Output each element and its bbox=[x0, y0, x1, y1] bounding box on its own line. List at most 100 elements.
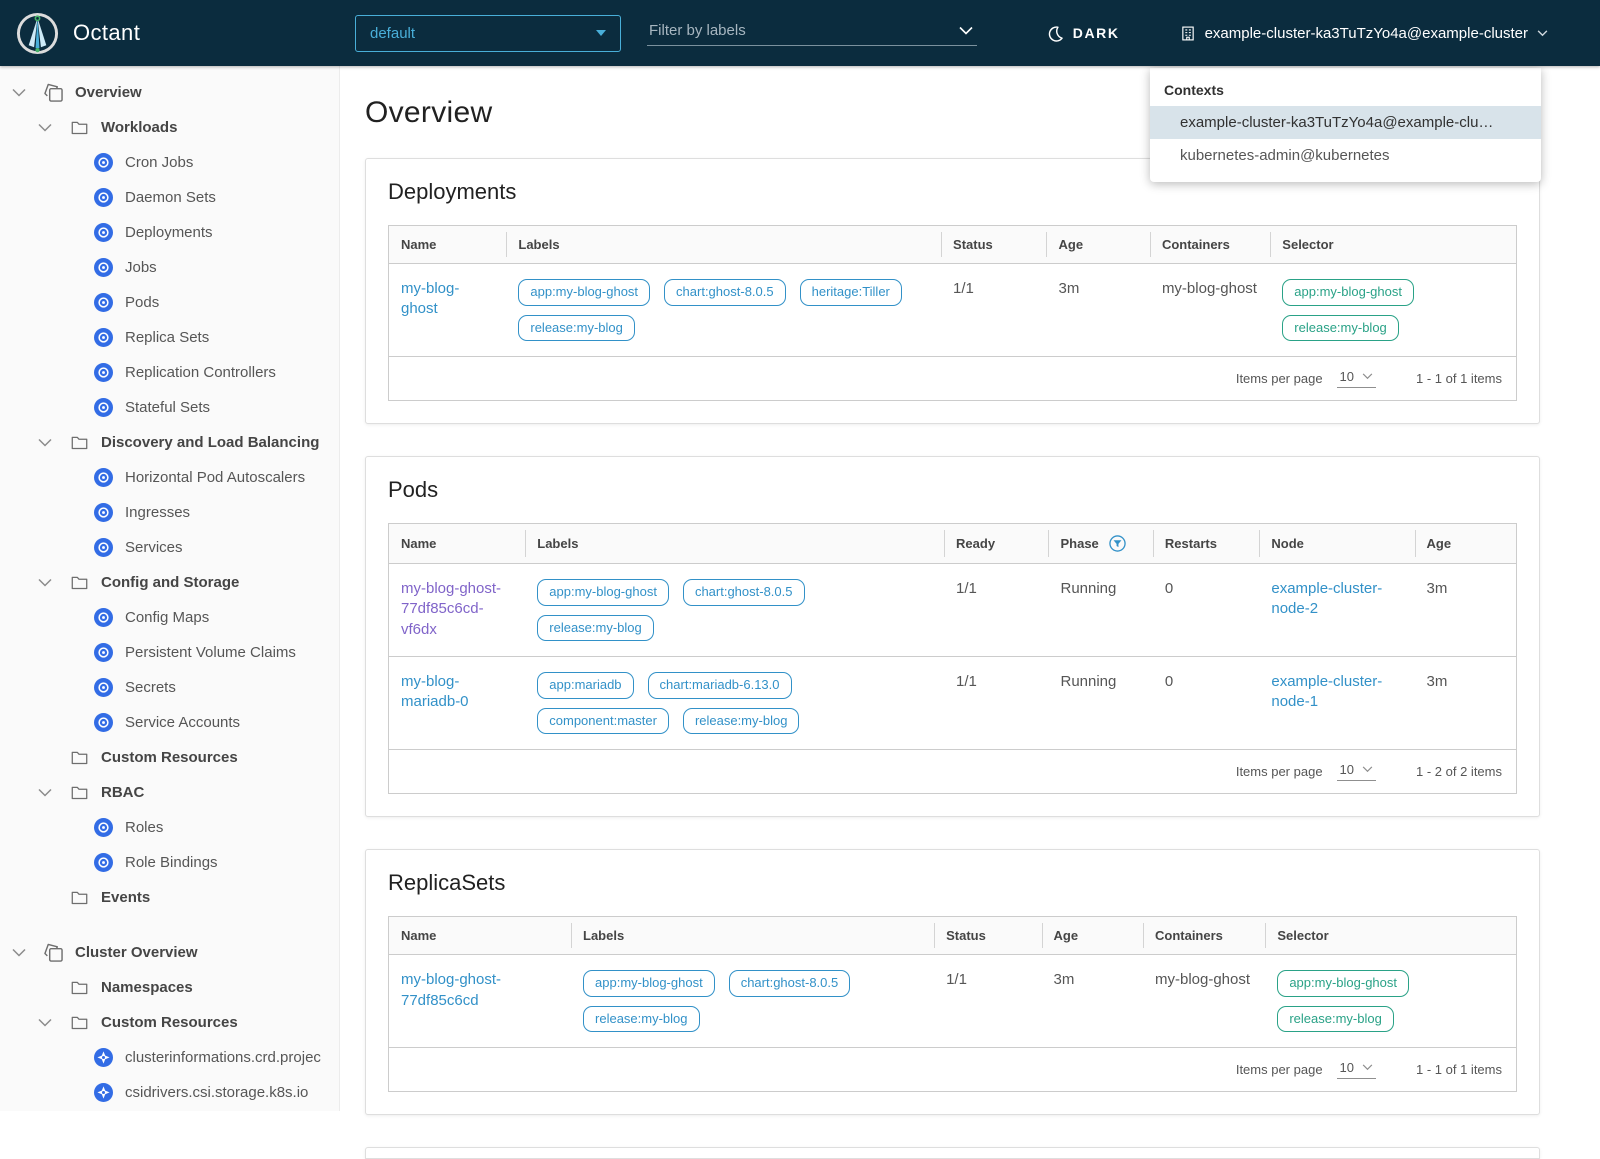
page-size-value: 10 bbox=[1339, 369, 1355, 385]
chevron-down-icon[interactable] bbox=[959, 26, 977, 35]
label-chip[interactable]: chart:ghost-8.0.5 bbox=[728, 970, 851, 997]
sidebar-item-clusterinformations-crd-projec[interactable]: clusterinformations.crd.projec bbox=[0, 1040, 339, 1075]
label-chip[interactable]: app:my-blog-ghost bbox=[518, 279, 651, 306]
sidebar-item-replica-sets[interactable]: Replica Sets bbox=[0, 320, 339, 355]
column-header-name[interactable]: Name bbox=[389, 917, 571, 954]
sidebar-item-role-bindings[interactable]: Role Bindings bbox=[0, 845, 339, 880]
selector-chip[interactable]: release:my-blog bbox=[1282, 314, 1399, 342]
sidebar-item-replication-controllers[interactable]: Replication Controllers bbox=[0, 355, 339, 390]
label-chip[interactable]: release:my-blog bbox=[682, 707, 800, 735]
caret-down-icon bbox=[596, 30, 606, 36]
column-header-name[interactable]: Name bbox=[389, 524, 525, 563]
label-chip[interactable]: app:mariadb bbox=[537, 672, 634, 699]
sidebar-item-jobs[interactable]: Jobs bbox=[0, 250, 339, 285]
column-header-selector[interactable]: Selector bbox=[1265, 917, 1516, 954]
column-header-age[interactable]: Age bbox=[1041, 917, 1143, 954]
sidebar-item-cron-jobs[interactable]: Cron Jobs bbox=[0, 145, 339, 180]
chevron-down-icon[interactable] bbox=[38, 123, 53, 132]
chevron-down-icon[interactable] bbox=[38, 438, 53, 447]
sidebar-item-service-accounts[interactable]: Service Accounts bbox=[0, 705, 339, 740]
context-selector-button[interactable]: example-cluster-ka3TuTzYo4a@example-clus… bbox=[1180, 25, 1548, 42]
label-chip[interactable]: release:my-blog bbox=[583, 1005, 700, 1033]
filter-icon[interactable] bbox=[1109, 535, 1126, 552]
sidebar-item-services[interactable]: Services bbox=[0, 530, 339, 565]
column-header-status[interactable]: Status bbox=[934, 917, 1041, 954]
sidebar-item-discovery-and-load-balancing[interactable]: Discovery and Load Balancing bbox=[0, 425, 339, 460]
label-chip[interactable]: app:my-blog-ghost bbox=[537, 579, 669, 606]
column-header-restarts[interactable]: Restarts bbox=[1152, 524, 1259, 563]
sidebar-item-events[interactable]: Events bbox=[0, 880, 339, 915]
label-chip[interactable]: component:master bbox=[537, 707, 669, 735]
table-row: my-blog-ghost-77df85c6cd app:my-blog-ghos… bbox=[389, 955, 1516, 1049]
label-filter-input[interactable] bbox=[647, 20, 959, 40]
resource-link[interactable]: my-blog-ghost-77df85c6cd-vf6dx bbox=[401, 580, 502, 638]
column-header-age[interactable]: Age bbox=[1414, 524, 1516, 563]
context-option-example-cluster-ka3tutzyo4a-example-clu[interactable]: example-cluster-ka3TuTzYo4a@example-clu… bbox=[1150, 106, 1541, 139]
theme-toggle-button[interactable]: DARK bbox=[1047, 25, 1120, 42]
column-header-containers[interactable]: Containers bbox=[1142, 917, 1265, 954]
column-header-labels[interactable]: Labels bbox=[506, 226, 941, 263]
column-header-containers[interactable]: Containers bbox=[1149, 226, 1270, 263]
resource-link[interactable]: example-cluster-node-2 bbox=[1271, 580, 1383, 618]
sidebar-item-config-and-storage[interactable]: Config and Storage bbox=[0, 565, 339, 600]
column-header-phase[interactable]: Phase bbox=[1048, 524, 1152, 563]
sidebar-item-horizontal-pod-autoscalers[interactable]: Horizontal Pod Autoscalers bbox=[0, 460, 339, 495]
sidebar-item-custom-resources[interactable]: Custom Resources bbox=[0, 740, 339, 775]
chevron-down-icon[interactable] bbox=[38, 578, 53, 587]
label-chip[interactable]: chart:ghost-8.0.5 bbox=[664, 279, 786, 306]
column-header-status[interactable]: Status bbox=[941, 226, 1046, 263]
column-header-ready[interactable]: Ready bbox=[944, 524, 1048, 563]
pods-icon bbox=[94, 293, 113, 312]
chevron-down-icon[interactable] bbox=[12, 88, 27, 97]
chevron-down-icon[interactable] bbox=[12, 948, 27, 957]
sidebar-item-workloads[interactable]: Workloads bbox=[0, 110, 339, 145]
resource-link[interactable]: my-blog-ghost-77df85c6cd bbox=[401, 971, 502, 1009]
label-chip[interactable]: heritage:Tiller bbox=[799, 279, 902, 306]
resource-link[interactable]: example-cluster-node-1 bbox=[1271, 673, 1383, 711]
chevron-down-icon[interactable] bbox=[38, 788, 53, 797]
sidebar-item-pods[interactable]: Pods bbox=[0, 285, 339, 320]
column-header-name[interactable]: Name bbox=[389, 226, 506, 263]
label-chip[interactable]: app:my-blog-ghost bbox=[583, 970, 715, 997]
column-header-selector[interactable]: Selector bbox=[1270, 226, 1516, 263]
context-option-kubernetes-admin-kubernetes[interactable]: kubernetes-admin@kubernetes bbox=[1180, 147, 1390, 164]
sidebar-item-config-maps[interactable]: Config Maps bbox=[0, 600, 339, 635]
sidebar-item-ingresses[interactable]: Ingresses bbox=[0, 495, 339, 530]
namespace-select[interactable]: default bbox=[355, 14, 621, 52]
label-chip[interactable]: release:my-blog bbox=[518, 314, 635, 342]
sidebar-item-rbac[interactable]: RBAC bbox=[0, 775, 339, 810]
sidebar-item-label: Stateful Sets bbox=[125, 399, 211, 416]
selector-chip[interactable]: release:my-blog bbox=[1277, 1005, 1394, 1033]
label-chip[interactable]: release:my-blog bbox=[537, 614, 654, 642]
column-header-age[interactable]: Age bbox=[1046, 226, 1149, 263]
selector-chip[interactable]: app:my-blog-ghost bbox=[1282, 279, 1414, 306]
column-header-label: Containers bbox=[1154, 928, 1223, 944]
sidebar-item-roles[interactable]: Roles bbox=[0, 810, 339, 845]
sidebar-item-csidrivers-csi-storage-k8s-io[interactable]: csidrivers.csi.storage.k8s.io bbox=[0, 1075, 339, 1110]
label-chip[interactable]: chart:mariadb-6.13.0 bbox=[647, 672, 792, 699]
column-header-labels[interactable]: Labels bbox=[571, 917, 934, 954]
table-deployments: Name Labels Status Age Containers Selector my-… bbox=[388, 225, 1517, 402]
column-header-labels[interactable]: Labels bbox=[525, 524, 944, 563]
selector-chip[interactable]: app:my-blog-ghost bbox=[1277, 970, 1409, 997]
sidebar-item-secrets[interactable]: Secrets bbox=[0, 670, 339, 705]
sidebar-item-overview[interactable]: Overview bbox=[0, 75, 339, 110]
resource-link[interactable]: my-blog-mariadb-0 bbox=[401, 673, 469, 711]
sidebar-item-daemon-sets[interactable]: Daemon Sets bbox=[0, 180, 339, 215]
sidebar-item-namespaces[interactable]: Namespaces bbox=[0, 970, 339, 1005]
table-cell: my-blog-mariadb-0 bbox=[389, 657, 525, 749]
sidebar-item-persistent-volume-claims[interactable]: Persistent Volume Claims bbox=[0, 635, 339, 670]
sidebar-item-label: Custom Resources bbox=[101, 1014, 238, 1031]
page-size-select[interactable]: 10 bbox=[1336, 1060, 1377, 1080]
page-size-select[interactable]: 10 bbox=[1336, 762, 1377, 782]
chevron-down-icon[interactable] bbox=[38, 1018, 53, 1027]
sidebar-item-cluster-overview[interactable]: Cluster Overview bbox=[0, 935, 339, 970]
page-size-select[interactable]: 10 bbox=[1336, 369, 1377, 389]
resource-link[interactable]: my-blog-ghost bbox=[401, 280, 460, 318]
label-chip[interactable]: chart:ghost-8.0.5 bbox=[682, 579, 805, 606]
sidebar-item-custom-resources[interactable]: Custom Resources bbox=[0, 1005, 339, 1040]
sidebar-item-stateful-sets[interactable]: Stateful Sets bbox=[0, 390, 339, 425]
column-header-node[interactable]: Node bbox=[1259, 524, 1414, 563]
sidebar-item-label: clusterinformations.crd.projec bbox=[125, 1049, 321, 1066]
sidebar-item-deployments[interactable]: Deployments bbox=[0, 215, 339, 250]
